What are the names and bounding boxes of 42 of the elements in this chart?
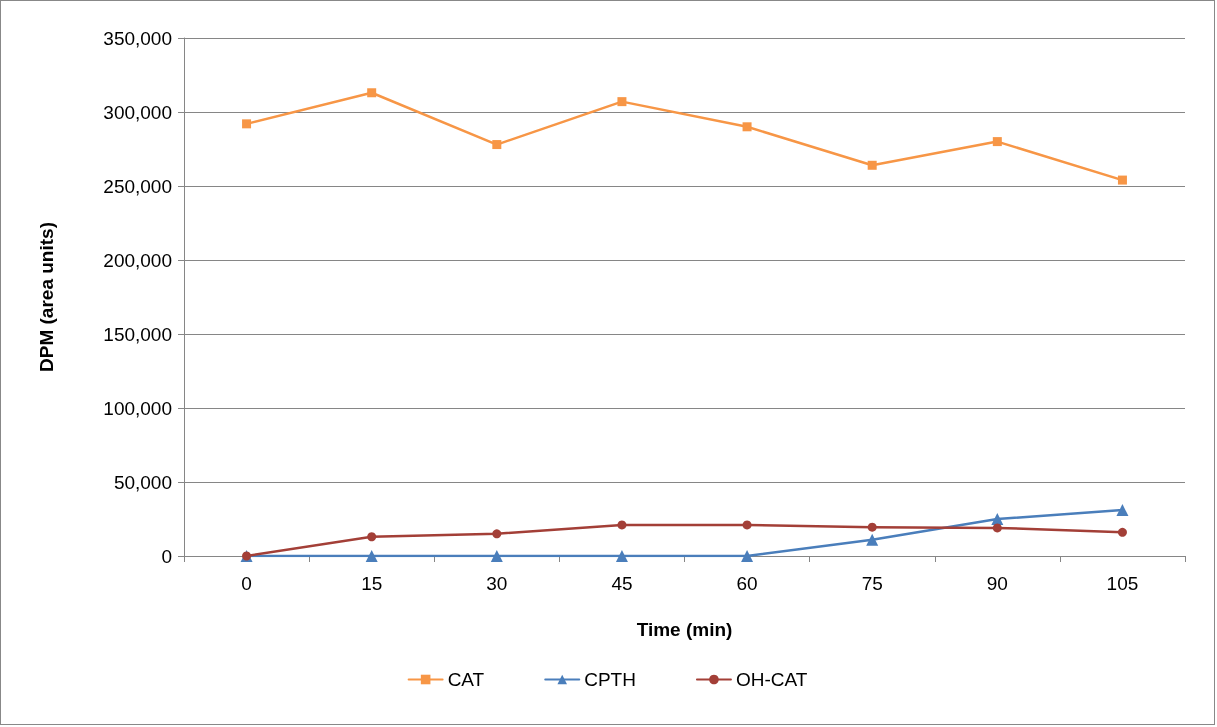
y-tick-label: 200,000 bbox=[103, 249, 172, 271]
x-tick-label: 15 bbox=[361, 573, 383, 594]
point bbox=[1117, 175, 1127, 185]
legend-label: OH-CAT bbox=[735, 669, 808, 690]
point bbox=[1116, 504, 1129, 517]
point bbox=[742, 122, 752, 132]
point bbox=[367, 88, 377, 98]
x-tick-label: 105 bbox=[1106, 573, 1139, 594]
point bbox=[992, 523, 1002, 533]
point bbox=[1117, 527, 1127, 537]
x-axis-title: Time (min) bbox=[636, 619, 733, 640]
point bbox=[492, 529, 502, 539]
x-tick-label: 30 bbox=[486, 573, 508, 594]
y-tick-label: 50,000 bbox=[113, 471, 172, 493]
point bbox=[492, 140, 502, 150]
x-tick-label: 60 bbox=[736, 573, 758, 594]
point bbox=[617, 97, 627, 107]
point bbox=[615, 550, 628, 562]
y-axis-title: DPM (area units) bbox=[36, 222, 57, 372]
point bbox=[741, 550, 754, 562]
point bbox=[365, 550, 378, 562]
point bbox=[617, 520, 627, 530]
x-tick-label: 0 bbox=[241, 573, 252, 594]
y-tick-label: 300,000 bbox=[103, 101, 172, 123]
point bbox=[867, 160, 877, 170]
point bbox=[742, 520, 752, 530]
point bbox=[867, 522, 877, 532]
legend-label: CPTH bbox=[584, 669, 636, 690]
y-tick-label: 350,000 bbox=[103, 27, 172, 49]
x-tick-label: 90 bbox=[986, 573, 1008, 594]
point bbox=[992, 137, 1002, 147]
point bbox=[490, 550, 503, 562]
x-tick-label: 75 bbox=[861, 573, 883, 594]
y-tick-label: 100,000 bbox=[103, 397, 172, 419]
legend-label: CAT bbox=[447, 669, 485, 690]
y-tick-label: 250,000 bbox=[103, 175, 172, 197]
y-tick-label: 0 bbox=[161, 545, 172, 567]
point bbox=[367, 532, 377, 542]
point bbox=[242, 119, 252, 129]
y-tick-label: 150,000 bbox=[103, 323, 172, 345]
x-tick-label: 45 bbox=[611, 573, 633, 594]
point bbox=[866, 533, 879, 546]
